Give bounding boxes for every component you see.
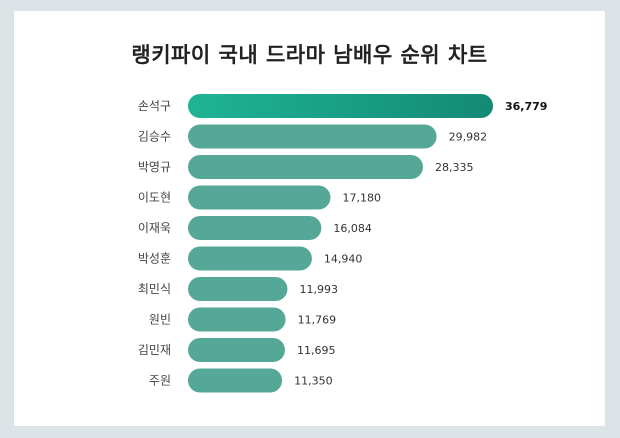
chart-card: 랭키파이 국내 드라마 남배우 순위 차트 손석구 36,779 김승수 29,982… [14, 11, 605, 426]
bar [188, 307, 286, 332]
bar [188, 94, 493, 118]
value-label: 16,084 [333, 222, 372, 235]
category-label: 김승수 [138, 130, 171, 144]
value-label: 28,335 [435, 161, 474, 174]
category-label: 주원 [149, 374, 171, 388]
value-label: 11,993 [299, 283, 338, 296]
category-label: 원빈 [149, 313, 171, 327]
value-label: 29,982 [449, 131, 488, 144]
bar [188, 185, 331, 210]
bar [188, 338, 285, 362]
value-label: 36,779 [505, 100, 547, 113]
bar-chart: 손석구 36,779 김승수 29,982 박영규 28,335 이도현 17,180 이재욱 1… [138, 94, 547, 393]
value-label: 11,350 [294, 375, 333, 388]
category-label: 박성훈 [138, 252, 171, 266]
category-label: 김민재 [138, 343, 171, 357]
bar [188, 216, 322, 240]
value-label: 17,180 [342, 192, 381, 205]
value-label: 11,769 [298, 314, 337, 327]
bar [188, 277, 288, 301]
value-label: 14,940 [324, 253, 363, 266]
bar [188, 124, 437, 149]
bar [188, 246, 312, 271]
category-label: 이재욱 [138, 221, 171, 235]
category-label: 이도현 [138, 191, 171, 205]
category-label: 박영규 [138, 160, 171, 174]
chart-title: 랭키파이 국내 드라마 남배우 순위 차트 [131, 43, 488, 67]
bar [188, 155, 423, 179]
bar [188, 368, 283, 393]
category-label: 손석구 [138, 99, 171, 113]
category-label: 최민식 [138, 282, 171, 296]
value-label: 11,695 [297, 344, 336, 357]
